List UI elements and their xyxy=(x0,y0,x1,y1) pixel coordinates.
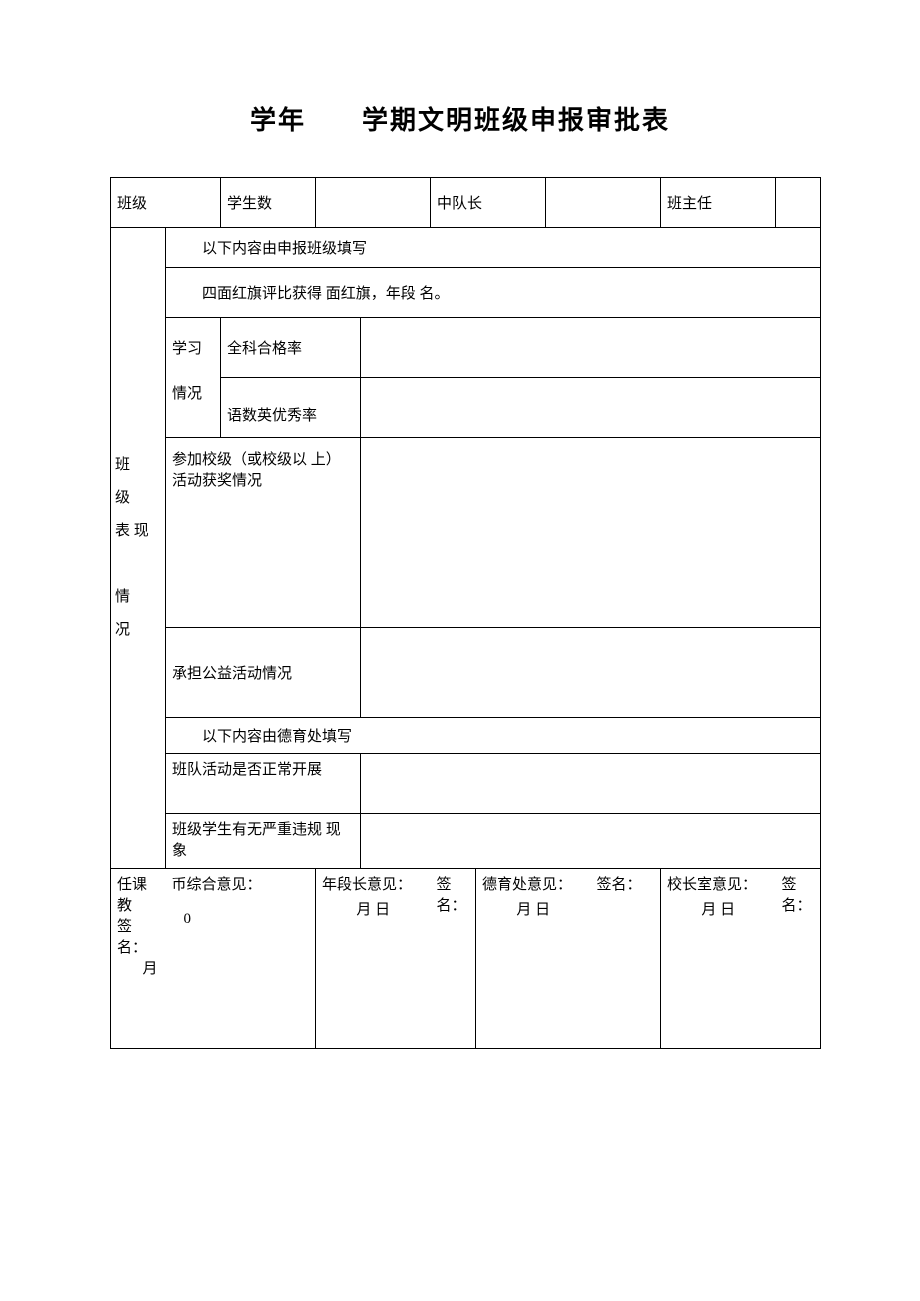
principal-opinion-l1: 校长室意见： xyxy=(667,873,770,894)
grade-opinion-l1: 年段长意见： xyxy=(322,873,425,894)
moral-opinion-left: 德育处意见： 月 日 xyxy=(476,869,591,1049)
pass-rate-value xyxy=(361,318,821,378)
grade-sign-text: 签名： xyxy=(437,877,467,914)
side-label: 班级表 现情况 xyxy=(111,228,166,869)
moral-sign-text: 签名： xyxy=(597,877,642,893)
teacher-opinion-l3: 月 xyxy=(117,957,160,978)
team-activity-value xyxy=(361,754,821,814)
excellent-rate-value xyxy=(361,378,821,438)
violation-value xyxy=(361,814,821,869)
page-title: 学年 学期文明班级申报审批表 xyxy=(110,100,810,137)
team-activity-label: 班队活动是否正常开展 xyxy=(166,754,361,814)
public-service-label: 承担公益活动情况 xyxy=(166,628,361,718)
approval-table: 班级 学生数 中队长 班主任 班级表 现情况 以下内容由申报班级填写 四面红旗评… xyxy=(110,177,821,1049)
excellent-rate-label: 语数英优秀率 xyxy=(221,378,361,438)
captain-value xyxy=(546,178,661,228)
public-service-value xyxy=(361,628,821,718)
principal-opinion-l2: 月 日 xyxy=(667,898,770,919)
moral-opinion-l2: 月 日 xyxy=(482,898,585,919)
section2-header: 以下内容由德育处填写 xyxy=(166,718,821,754)
teacher-label: 班主任 xyxy=(661,178,776,228)
activity-award-value xyxy=(361,438,821,628)
red-flag-row: 四面红旗评比获得 面红旗，年段 名。 xyxy=(166,268,821,318)
moral-opinion-l1: 德育处意见： xyxy=(482,873,585,894)
grade-opinion-l2: 月 日 xyxy=(322,898,425,919)
section1-header: 以下内容由申报班级填写 xyxy=(166,228,821,268)
principal-sign-text: 签名： xyxy=(782,877,812,914)
principal-opinion-left: 校长室意见： 月 日 xyxy=(661,869,776,1049)
teacher-opinion-left: 任课教 签名： 月 xyxy=(111,869,166,1049)
principal-opinion-sign: 签名： xyxy=(776,869,821,1049)
teacher-value xyxy=(776,178,821,228)
captain-label: 中队长 xyxy=(431,178,546,228)
study-label-1: 学习 xyxy=(166,318,221,378)
teacher-opinion-r1: 币综合意见： xyxy=(172,877,262,893)
teacher-opinion-l2: 签名： xyxy=(117,919,147,956)
activity-award-label: 参加校级（或校级以 上）活动获奖情况 xyxy=(166,438,361,628)
student-count-value xyxy=(316,178,431,228)
grade-opinion-left: 年段长意见： 月 日 xyxy=(316,869,431,1049)
teacher-opinion-l1: 任课教 xyxy=(117,877,147,914)
teacher-opinion-zero: 0 xyxy=(172,911,192,927)
violation-label: 班级学生有无严重违规 现象 xyxy=(166,814,361,869)
study-label-2: 情况 xyxy=(166,378,221,438)
grade-opinion-sign: 签名： xyxy=(431,869,476,1049)
pass-rate-label: 全科合格率 xyxy=(221,318,361,378)
teacher-opinion-right: 币综合意见： 0 xyxy=(166,869,316,1049)
class-label: 班级 xyxy=(111,178,221,228)
moral-opinion-sign: 签名： xyxy=(591,869,661,1049)
student-count-label: 学生数 xyxy=(221,178,316,228)
